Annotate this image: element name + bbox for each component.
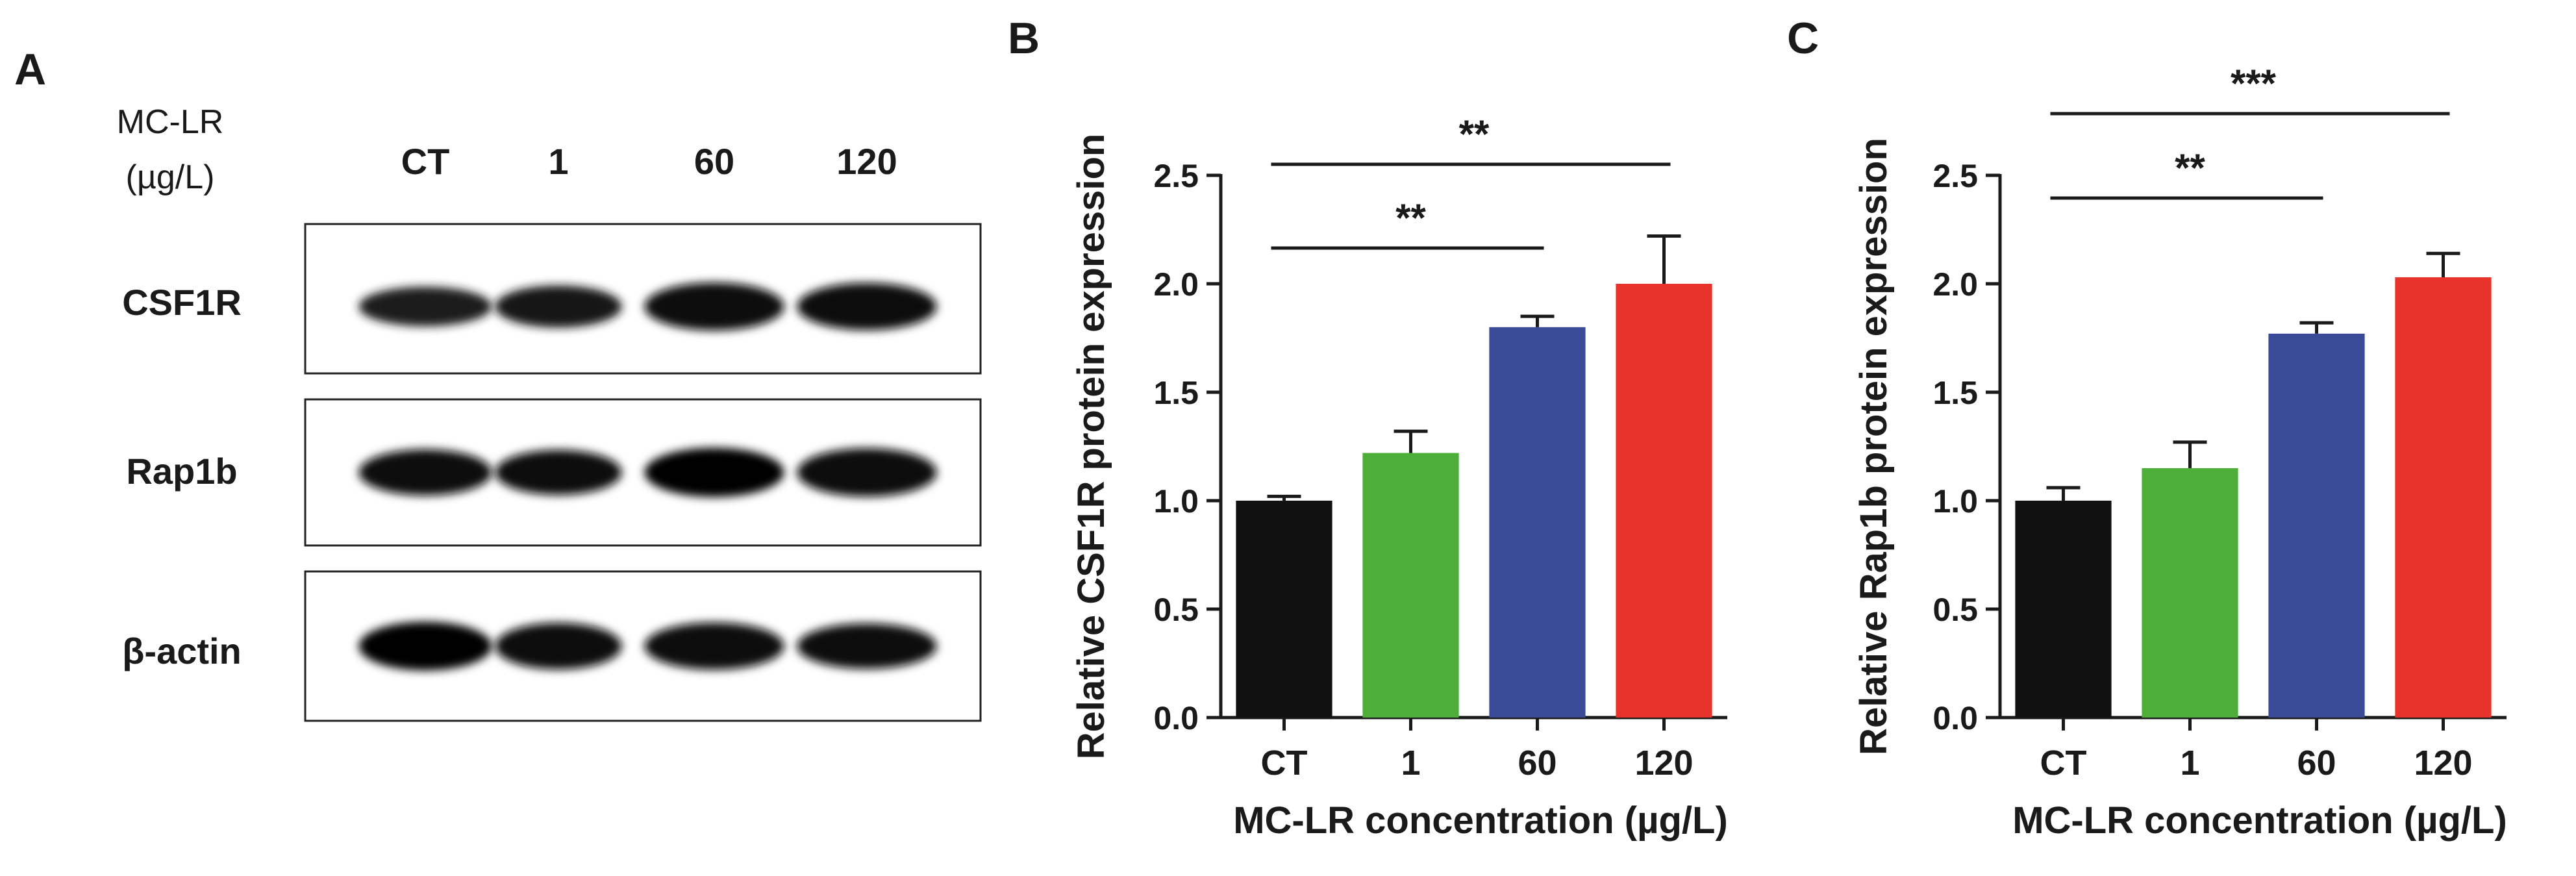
blot-band (644, 447, 784, 497)
lane-label-120: 120 (836, 141, 897, 182)
y-tick-label: 0.0 (1153, 700, 1199, 736)
treatment-label-line1: MC-LR (117, 103, 224, 141)
x-tick-label: 1 (1401, 744, 1420, 782)
y-tick-label: 2.0 (1153, 266, 1199, 303)
blot-band (495, 623, 622, 670)
y-tick-label: 2.5 (1932, 158, 1978, 194)
blot-band (495, 285, 622, 328)
x-axis-title: MC-LR concentration (µg/L) (2012, 799, 2507, 842)
panel-c-letter: C (1787, 14, 1819, 63)
x-tick-label: 1 (2180, 744, 2199, 782)
blot-label-csf1r: CSF1R (122, 282, 242, 323)
x-tick-label: 120 (1634, 744, 1693, 782)
significance-stars: *** (2231, 62, 2277, 105)
bar-CT (1236, 501, 1332, 718)
chart-c: C 0.00.51.01.52.02.5CT 1 60 120*****MC-LR c… (1787, 14, 2507, 842)
significance-stars: ** (1459, 112, 1490, 156)
y-axis-title: Relative Rap1b protein expression (1853, 138, 1895, 755)
x-tick-label: CT (1261, 744, 1308, 782)
x-axis-title: MC-LR concentration (µg/L) (1233, 799, 1728, 842)
lane-label-60: 60 (694, 141, 734, 182)
blot-label-rap1b: Rap1b (126, 451, 237, 492)
significance-stars: ** (2175, 146, 2205, 190)
blot-band (495, 449, 622, 495)
panel-a-letter: A (14, 45, 46, 94)
blot-band (358, 621, 492, 671)
x-tick-label: 60 (1518, 744, 1557, 782)
blot-group (304, 223, 982, 722)
bar-1 (1362, 453, 1459, 718)
bar-1 (2142, 468, 2238, 718)
bar-120 (1616, 284, 1712, 718)
blot-band (797, 623, 937, 669)
panel-a: A MC-LR (µg/L) CT 1 60 120 CSF1R Rap1b β… (14, 45, 982, 722)
y-tick-label: 0.5 (1932, 592, 1978, 628)
y-tick-label: 0.0 (1932, 700, 1978, 736)
lane-label-ct: CT (401, 141, 450, 182)
chart-b: B 0.0 0.5 1.0 1.5 2.0 2.5 CT 1 60 120 ** ** MC-LR co… (1008, 14, 1728, 842)
y-tick-label: 2.5 (1153, 158, 1199, 194)
bar-60 (1489, 327, 1586, 718)
blot-label-beta-actin: β-actin (122, 631, 242, 671)
y-tick-label: 1.0 (1932, 483, 1978, 519)
y-tick-label: 2.0 (1932, 266, 1978, 303)
blot-band (797, 282, 937, 331)
y-tick-label: 1.0 (1153, 483, 1199, 519)
y-tick-label: 1.5 (1932, 375, 1978, 411)
blot-band (644, 282, 784, 331)
treatment-label-line2: (µg/L) (126, 158, 215, 196)
x-tick-label: 60 (2297, 744, 2336, 782)
blot-band (797, 448, 937, 497)
significance-stars: ** (1395, 196, 1426, 240)
y-tick-label: 0.5 (1153, 592, 1199, 628)
x-tick-label: CT (2040, 744, 2087, 782)
bar-120 (2395, 277, 2492, 718)
y-tick-label: 1.5 (1153, 375, 1199, 411)
blot-band (358, 449, 492, 496)
y-axis-title: Relative CSF1R protein expression (1070, 134, 1112, 760)
panel-b-letter: B (1008, 14, 1040, 63)
bar-60 (2268, 333, 2365, 718)
blot-band (358, 286, 492, 327)
x-tick-label: 120 (2414, 744, 2472, 782)
bar-CT (2015, 501, 2112, 718)
lane-label-1: 1 (548, 141, 568, 182)
blot-band (644, 622, 784, 670)
